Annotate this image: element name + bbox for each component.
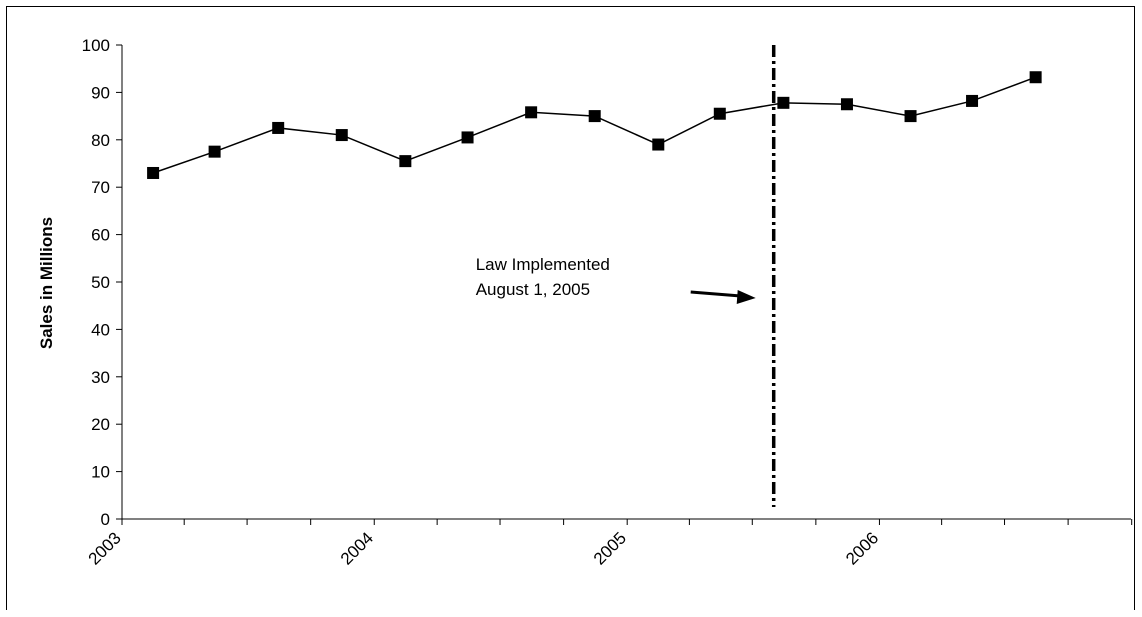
data-point: [461, 131, 474, 144]
annotation-text: August 1, 2005: [476, 280, 590, 299]
data-point: [399, 155, 412, 168]
y-tick-label: 40: [91, 320, 110, 339]
series-layer: [147, 71, 1042, 179]
annotation-arrow: [690, 290, 741, 298]
y-tick-label: 90: [91, 83, 110, 102]
data-point: [525, 106, 538, 119]
annotation-arrowhead: [736, 290, 756, 304]
data-point: [335, 129, 348, 142]
annotation-text: Law Implemented: [476, 255, 610, 274]
data-point: [777, 96, 790, 109]
data-point: [713, 107, 726, 120]
y-tick-label: 70: [91, 178, 110, 197]
y-tick-label: 20: [91, 415, 110, 434]
y-tick-label: 10: [91, 463, 110, 482]
data-point: [966, 94, 979, 107]
y-tick-label: 30: [91, 368, 110, 387]
y-tick-label: 0: [101, 510, 110, 529]
y-tick-label: 100: [82, 36, 110, 55]
y-tick-label: 60: [91, 226, 110, 245]
y-tick-label: 80: [91, 131, 110, 150]
data-point: [1029, 71, 1042, 84]
series-line: [152, 76, 1036, 174]
data-point: [840, 98, 853, 111]
data-point: [208, 145, 221, 158]
data-point: [272, 121, 285, 134]
x-tick-label: 2003: [85, 528, 125, 568]
x-tick-label: 2004: [337, 528, 377, 568]
y-axis-title: Sales in Millions: [37, 217, 56, 349]
data-point: [652, 138, 665, 151]
data-point: [904, 110, 917, 123]
x-axis: 2003 2004 2005 2006: [85, 518, 1133, 569]
x-tick-label: 2006: [842, 528, 882, 568]
y-axis: 0 10 20 30 40 50 60 70 80 90 100: [82, 36, 123, 529]
annotation-layer: Law Implemented August 1, 2005: [476, 45, 776, 507]
y-tick-label: 50: [91, 273, 110, 292]
x-tick-label: 2005: [590, 528, 630, 568]
data-point: [147, 166, 160, 179]
data-point: [588, 110, 601, 123]
chart-frame: [6, 6, 1135, 610]
